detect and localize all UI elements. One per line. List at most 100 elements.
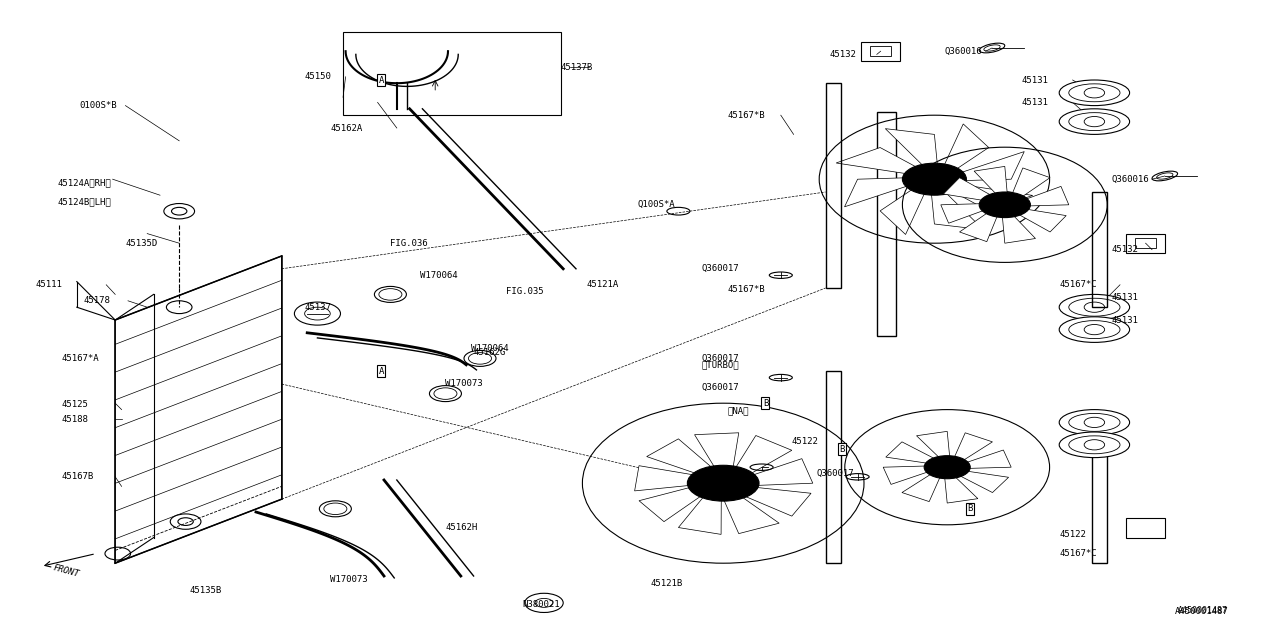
- Polygon shape: [916, 431, 950, 462]
- Circle shape: [924, 456, 970, 479]
- Polygon shape: [737, 459, 813, 486]
- Ellipse shape: [1060, 109, 1130, 134]
- Text: 45122: 45122: [791, 437, 818, 446]
- Text: 45131: 45131: [1021, 98, 1048, 107]
- Bar: [870, 46, 891, 56]
- Text: Q360017: Q360017: [817, 469, 854, 478]
- Polygon shape: [719, 490, 780, 534]
- Text: W170073: W170073: [445, 380, 483, 388]
- Text: A450001487: A450001487: [1178, 606, 1228, 615]
- Bar: [1092, 435, 1107, 563]
- Text: A: A: [379, 76, 384, 84]
- Text: 45124A〈RH〉: 45124A〈RH〉: [58, 178, 111, 187]
- Polygon shape: [1010, 168, 1050, 202]
- Text: W170064: W170064: [471, 344, 508, 353]
- Polygon shape: [952, 433, 992, 465]
- Polygon shape: [960, 207, 1000, 242]
- Polygon shape: [931, 186, 983, 230]
- Polygon shape: [836, 148, 928, 176]
- Polygon shape: [952, 470, 1009, 493]
- Text: 45167*A: 45167*A: [61, 354, 99, 363]
- Text: 45162G: 45162G: [474, 348, 506, 356]
- Ellipse shape: [1060, 80, 1130, 106]
- Text: W170064: W170064: [420, 271, 457, 280]
- Polygon shape: [678, 488, 722, 534]
- Polygon shape: [845, 177, 922, 207]
- Bar: [1126, 518, 1165, 538]
- Polygon shape: [730, 486, 812, 516]
- Text: FIG.036: FIG.036: [390, 239, 428, 248]
- Polygon shape: [943, 178, 1000, 202]
- Polygon shape: [886, 442, 942, 465]
- Text: FIG.035: FIG.035: [506, 287, 543, 296]
- Ellipse shape: [1069, 321, 1120, 339]
- Text: Q100S*A: Q100S*A: [637, 200, 675, 209]
- Text: Q360017: Q360017: [701, 264, 739, 273]
- Ellipse shape: [1060, 432, 1130, 458]
- Text: 45131: 45131: [1111, 293, 1138, 302]
- Polygon shape: [945, 472, 978, 503]
- Text: 45167*B: 45167*B: [727, 285, 764, 294]
- Text: 45132: 45132: [1111, 245, 1138, 254]
- Text: 45137: 45137: [305, 303, 332, 312]
- Polygon shape: [886, 129, 938, 173]
- Polygon shape: [957, 450, 1011, 468]
- Text: 45111: 45111: [36, 280, 63, 289]
- Text: W170073: W170073: [330, 575, 367, 584]
- Text: 45122: 45122: [1060, 530, 1087, 539]
- Polygon shape: [941, 182, 1033, 211]
- Text: 〈NA〉: 〈NA〉: [727, 406, 749, 415]
- Text: 45167*C: 45167*C: [1060, 280, 1097, 289]
- Bar: [343, 32, 561, 115]
- Text: N380021: N380021: [522, 600, 559, 609]
- Text: A: A: [379, 367, 384, 376]
- Polygon shape: [695, 433, 739, 477]
- Polygon shape: [115, 256, 282, 563]
- Text: 45188: 45188: [61, 415, 88, 424]
- Text: 0100S*B: 0100S*B: [79, 101, 116, 110]
- Text: B: B: [763, 399, 768, 408]
- Text: Q360017: Q360017: [701, 383, 739, 392]
- Text: 45137B: 45137B: [561, 63, 593, 72]
- Polygon shape: [941, 204, 995, 223]
- Polygon shape: [730, 435, 792, 481]
- Text: 45135D: 45135D: [125, 239, 157, 248]
- Text: 45167B: 45167B: [61, 472, 93, 481]
- Ellipse shape: [1069, 413, 1120, 431]
- Ellipse shape: [1069, 113, 1120, 131]
- Bar: [1092, 192, 1107, 307]
- Polygon shape: [1002, 210, 1036, 243]
- Bar: [877, 112, 896, 336]
- Polygon shape: [1010, 207, 1066, 232]
- Text: Q360016: Q360016: [945, 47, 982, 56]
- Polygon shape: [947, 152, 1024, 181]
- Bar: [826, 83, 841, 288]
- Text: 45121A: 45121A: [586, 280, 618, 289]
- Polygon shape: [974, 166, 1007, 200]
- Text: Q360016: Q360016: [1111, 175, 1148, 184]
- Text: Q360017: Q360017: [701, 354, 739, 363]
- Text: 45131: 45131: [1111, 316, 1138, 324]
- Text: 45178: 45178: [83, 296, 110, 305]
- Bar: [1126, 234, 1165, 253]
- Polygon shape: [881, 182, 928, 234]
- Polygon shape: [883, 466, 937, 484]
- Text: 45135B: 45135B: [189, 586, 221, 595]
- Ellipse shape: [1069, 84, 1120, 102]
- Text: 45131: 45131: [1021, 76, 1048, 84]
- Bar: [826, 371, 841, 563]
- Polygon shape: [639, 483, 712, 522]
- Polygon shape: [646, 439, 722, 479]
- Text: 45132: 45132: [829, 50, 856, 59]
- Bar: [861, 42, 900, 61]
- Text: 45121B: 45121B: [650, 579, 682, 588]
- Ellipse shape: [1060, 294, 1130, 320]
- Text: FRONT: FRONT: [52, 564, 81, 579]
- Circle shape: [902, 163, 966, 195]
- Circle shape: [687, 465, 759, 501]
- Text: 45125: 45125: [61, 400, 88, 409]
- Polygon shape: [902, 470, 942, 502]
- Bar: [1135, 238, 1156, 248]
- Ellipse shape: [1060, 410, 1130, 435]
- Text: 〈TURBO〉: 〈TURBO〉: [701, 360, 739, 369]
